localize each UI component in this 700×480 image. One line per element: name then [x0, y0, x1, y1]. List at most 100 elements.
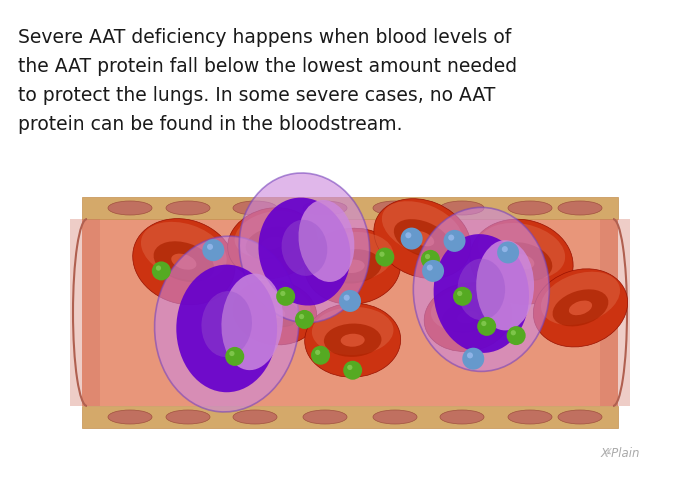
Ellipse shape	[295, 310, 314, 329]
Ellipse shape	[280, 291, 286, 296]
Ellipse shape	[261, 237, 284, 250]
Ellipse shape	[421, 250, 440, 269]
Text: to protect the lungs. In some severe cases, no AAT: to protect the lungs. In some severe cas…	[18, 86, 496, 105]
Ellipse shape	[315, 350, 321, 355]
Text: protein can be found in the bloodstream.: protein can be found in the bloodstream.	[18, 115, 402, 134]
Ellipse shape	[533, 269, 628, 347]
Ellipse shape	[470, 219, 573, 304]
Ellipse shape	[433, 234, 529, 353]
Ellipse shape	[155, 236, 299, 412]
Ellipse shape	[511, 330, 516, 336]
FancyBboxPatch shape	[600, 219, 630, 406]
Ellipse shape	[569, 300, 592, 315]
Ellipse shape	[228, 208, 317, 279]
Ellipse shape	[508, 410, 552, 424]
Ellipse shape	[424, 283, 512, 351]
Ellipse shape	[481, 321, 486, 326]
Ellipse shape	[311, 346, 330, 365]
Ellipse shape	[108, 410, 152, 424]
Ellipse shape	[156, 265, 161, 271]
Ellipse shape	[444, 230, 466, 252]
Ellipse shape	[422, 260, 444, 282]
Ellipse shape	[558, 410, 602, 424]
Ellipse shape	[233, 280, 316, 345]
Ellipse shape	[276, 287, 295, 306]
Ellipse shape	[476, 240, 534, 330]
Ellipse shape	[431, 286, 505, 331]
Ellipse shape	[425, 254, 430, 259]
Ellipse shape	[233, 201, 277, 215]
Ellipse shape	[339, 290, 361, 312]
Ellipse shape	[298, 200, 354, 282]
Text: ✗: ✗	[603, 448, 613, 458]
Text: Severe AAT deficiency happens when blood levels of: Severe AAT deficiency happens when blood…	[18, 28, 511, 47]
Ellipse shape	[442, 301, 494, 333]
Ellipse shape	[375, 248, 394, 266]
Ellipse shape	[400, 228, 423, 250]
Ellipse shape	[453, 287, 472, 306]
Ellipse shape	[413, 207, 550, 372]
Ellipse shape	[202, 291, 252, 357]
Ellipse shape	[343, 361, 362, 380]
Ellipse shape	[509, 254, 534, 269]
Ellipse shape	[507, 326, 526, 345]
Ellipse shape	[303, 201, 347, 215]
Ellipse shape	[508, 201, 552, 215]
FancyBboxPatch shape	[82, 197, 618, 219]
Text: X-Plain: X-Plain	[601, 447, 640, 460]
Ellipse shape	[410, 231, 434, 246]
Ellipse shape	[304, 228, 400, 304]
Ellipse shape	[478, 223, 565, 279]
Ellipse shape	[108, 201, 152, 215]
Ellipse shape	[299, 314, 304, 319]
Ellipse shape	[312, 232, 393, 282]
Ellipse shape	[462, 348, 484, 370]
Ellipse shape	[141, 222, 227, 280]
Ellipse shape	[458, 259, 505, 320]
Ellipse shape	[373, 410, 417, 424]
Ellipse shape	[440, 201, 484, 215]
Ellipse shape	[457, 311, 479, 324]
Ellipse shape	[347, 365, 352, 370]
Ellipse shape	[341, 260, 365, 273]
Ellipse shape	[153, 241, 214, 282]
Ellipse shape	[373, 201, 417, 215]
Ellipse shape	[467, 352, 473, 359]
Ellipse shape	[541, 272, 620, 325]
Ellipse shape	[303, 410, 347, 424]
Ellipse shape	[172, 253, 197, 270]
Ellipse shape	[502, 246, 508, 252]
Ellipse shape	[304, 303, 400, 377]
Ellipse shape	[233, 410, 277, 424]
Ellipse shape	[312, 307, 393, 355]
Text: the AAT protein fall below the lowest amount needed: the AAT protein fall below the lowest am…	[18, 57, 517, 76]
Ellipse shape	[152, 262, 171, 280]
Ellipse shape	[341, 334, 365, 347]
Ellipse shape	[457, 291, 462, 296]
Ellipse shape	[202, 239, 224, 261]
Ellipse shape	[552, 289, 608, 326]
Ellipse shape	[133, 218, 235, 305]
Ellipse shape	[374, 199, 471, 278]
Ellipse shape	[265, 307, 286, 318]
Ellipse shape	[207, 244, 213, 250]
Ellipse shape	[477, 317, 496, 336]
Ellipse shape	[239, 283, 310, 326]
Ellipse shape	[166, 201, 210, 215]
Ellipse shape	[281, 220, 328, 276]
Ellipse shape	[491, 242, 552, 281]
Ellipse shape	[324, 249, 382, 284]
Ellipse shape	[230, 351, 235, 356]
Ellipse shape	[225, 347, 244, 366]
Ellipse shape	[379, 252, 384, 257]
Ellipse shape	[246, 227, 299, 260]
Ellipse shape	[258, 198, 351, 306]
Ellipse shape	[344, 295, 350, 300]
Ellipse shape	[558, 201, 602, 215]
Ellipse shape	[382, 201, 463, 257]
Ellipse shape	[497, 241, 519, 264]
Ellipse shape	[448, 235, 454, 240]
FancyBboxPatch shape	[82, 219, 618, 406]
Ellipse shape	[221, 274, 283, 370]
Ellipse shape	[440, 410, 484, 424]
